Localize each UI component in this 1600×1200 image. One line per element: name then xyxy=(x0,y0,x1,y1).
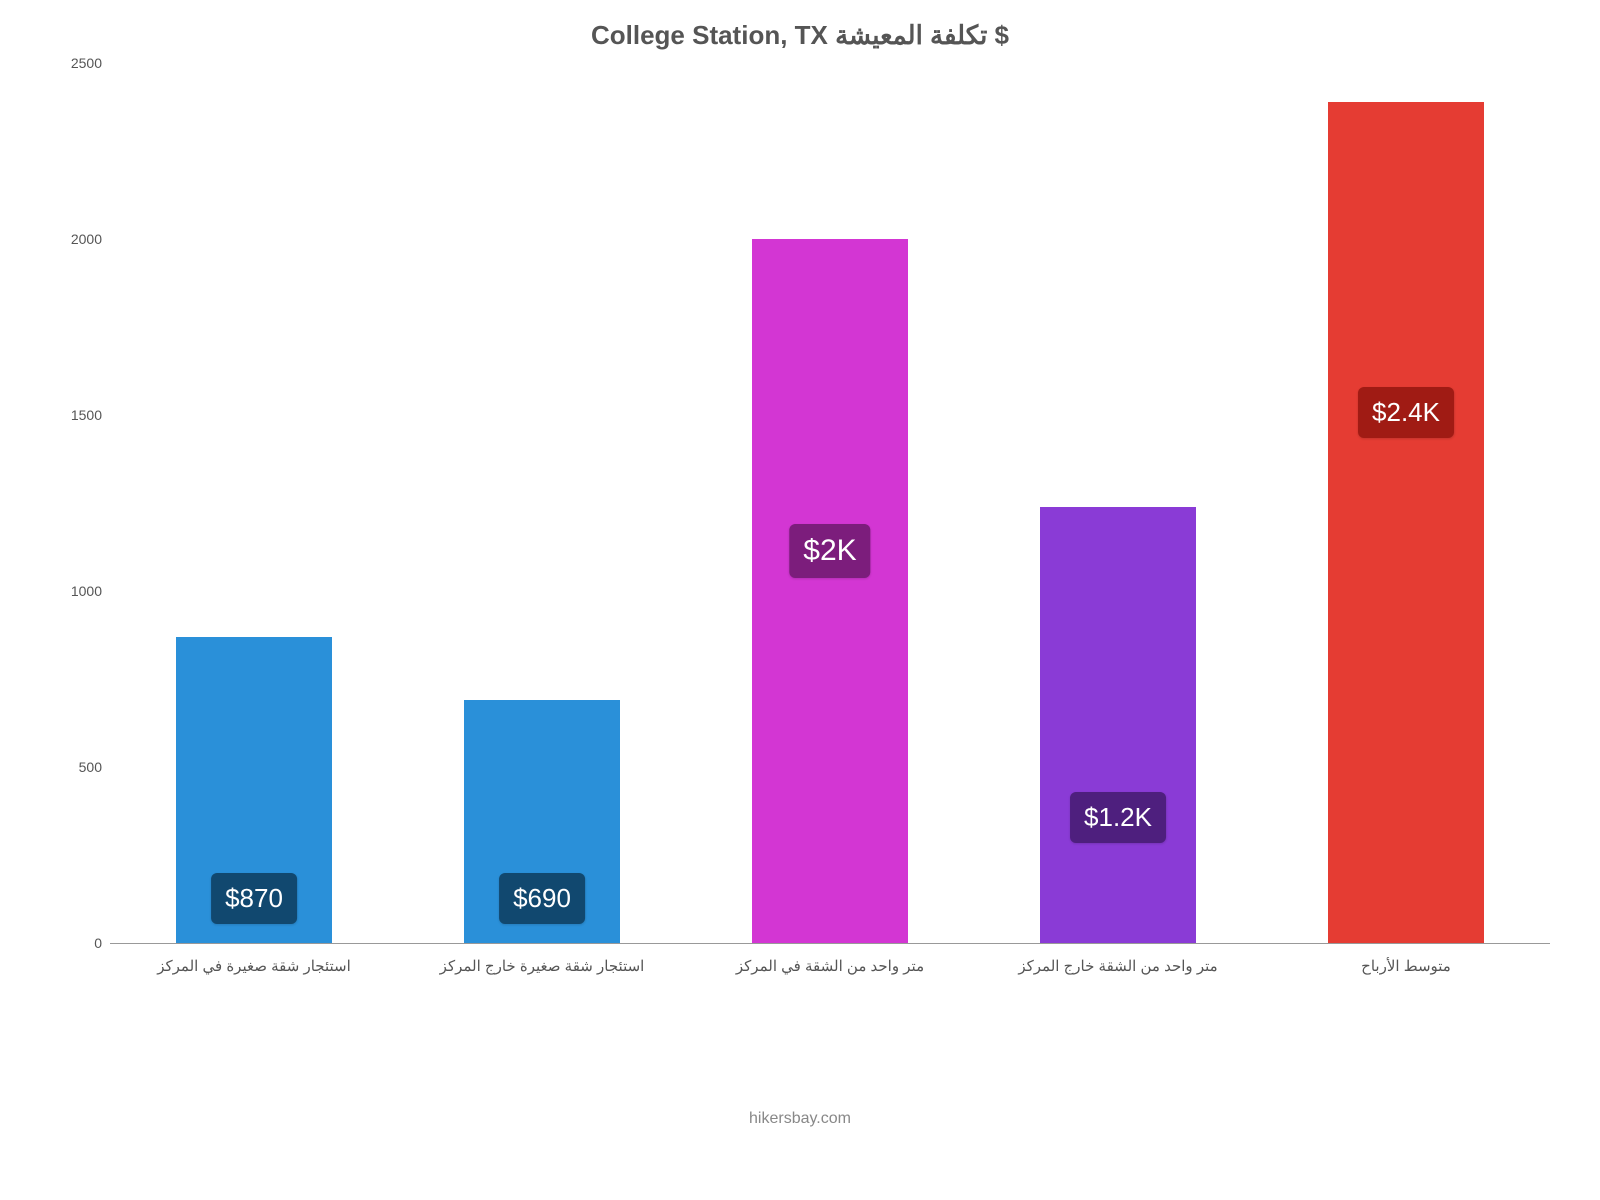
y-tick-label: 1500 xyxy=(71,407,102,423)
bar-value-label: $1.2K xyxy=(1070,792,1166,843)
bar-value-label: $690 xyxy=(499,873,585,924)
bar-slot: $2K xyxy=(686,63,974,943)
y-tick-label: 2500 xyxy=(71,55,102,71)
chart-title: College Station, TX تكلفة المعيشة $ xyxy=(50,20,1550,51)
chart-container: College Station, TX تكلفة المعيشة $ 0 500… xyxy=(50,20,1550,993)
bar-slot: $870 xyxy=(110,63,398,943)
y-tick-label: 500 xyxy=(79,759,102,775)
y-tick-label: 0 xyxy=(94,935,102,951)
bar xyxy=(1040,507,1196,943)
footer-attribution: hikersbay.com xyxy=(0,1110,1600,1128)
x-tick-label: متوسط الأرباح xyxy=(1361,957,1451,975)
bar-value-label: $870 xyxy=(211,873,297,924)
x-tick-label: متر واحد من الشقة خارج المركز xyxy=(1018,957,1217,975)
y-tick-label: 2000 xyxy=(71,231,102,247)
bars-region: $870 $690 $2K $1.2K $2.4K xyxy=(110,63,1550,943)
x-tick-label: استئجار شقة صغيرة في المركز xyxy=(157,957,351,975)
bar-value-label: $2K xyxy=(789,524,870,578)
y-axis: 05001000150020002500 xyxy=(50,63,110,943)
bar xyxy=(752,239,908,943)
x-tick-label: متر واحد من الشقة في المركز xyxy=(736,957,924,975)
bar-slot: $2.4K xyxy=(1262,63,1550,943)
bar-slot: $1.2K xyxy=(974,63,1262,943)
x-axis: استئجار شقة صغيرة في المركز استئجار شقة ص… xyxy=(110,943,1550,993)
bar-slot: $690 xyxy=(398,63,686,943)
x-tick-label: استئجار شقة صغيرة خارج المركز xyxy=(440,957,645,975)
bar-value-label: $2.4K xyxy=(1358,387,1454,438)
bar xyxy=(1328,102,1484,943)
plot-area: 05001000150020002500 $870$690$2K$1.2K$2.… xyxy=(50,63,1550,943)
y-tick-label: 1000 xyxy=(71,583,102,599)
